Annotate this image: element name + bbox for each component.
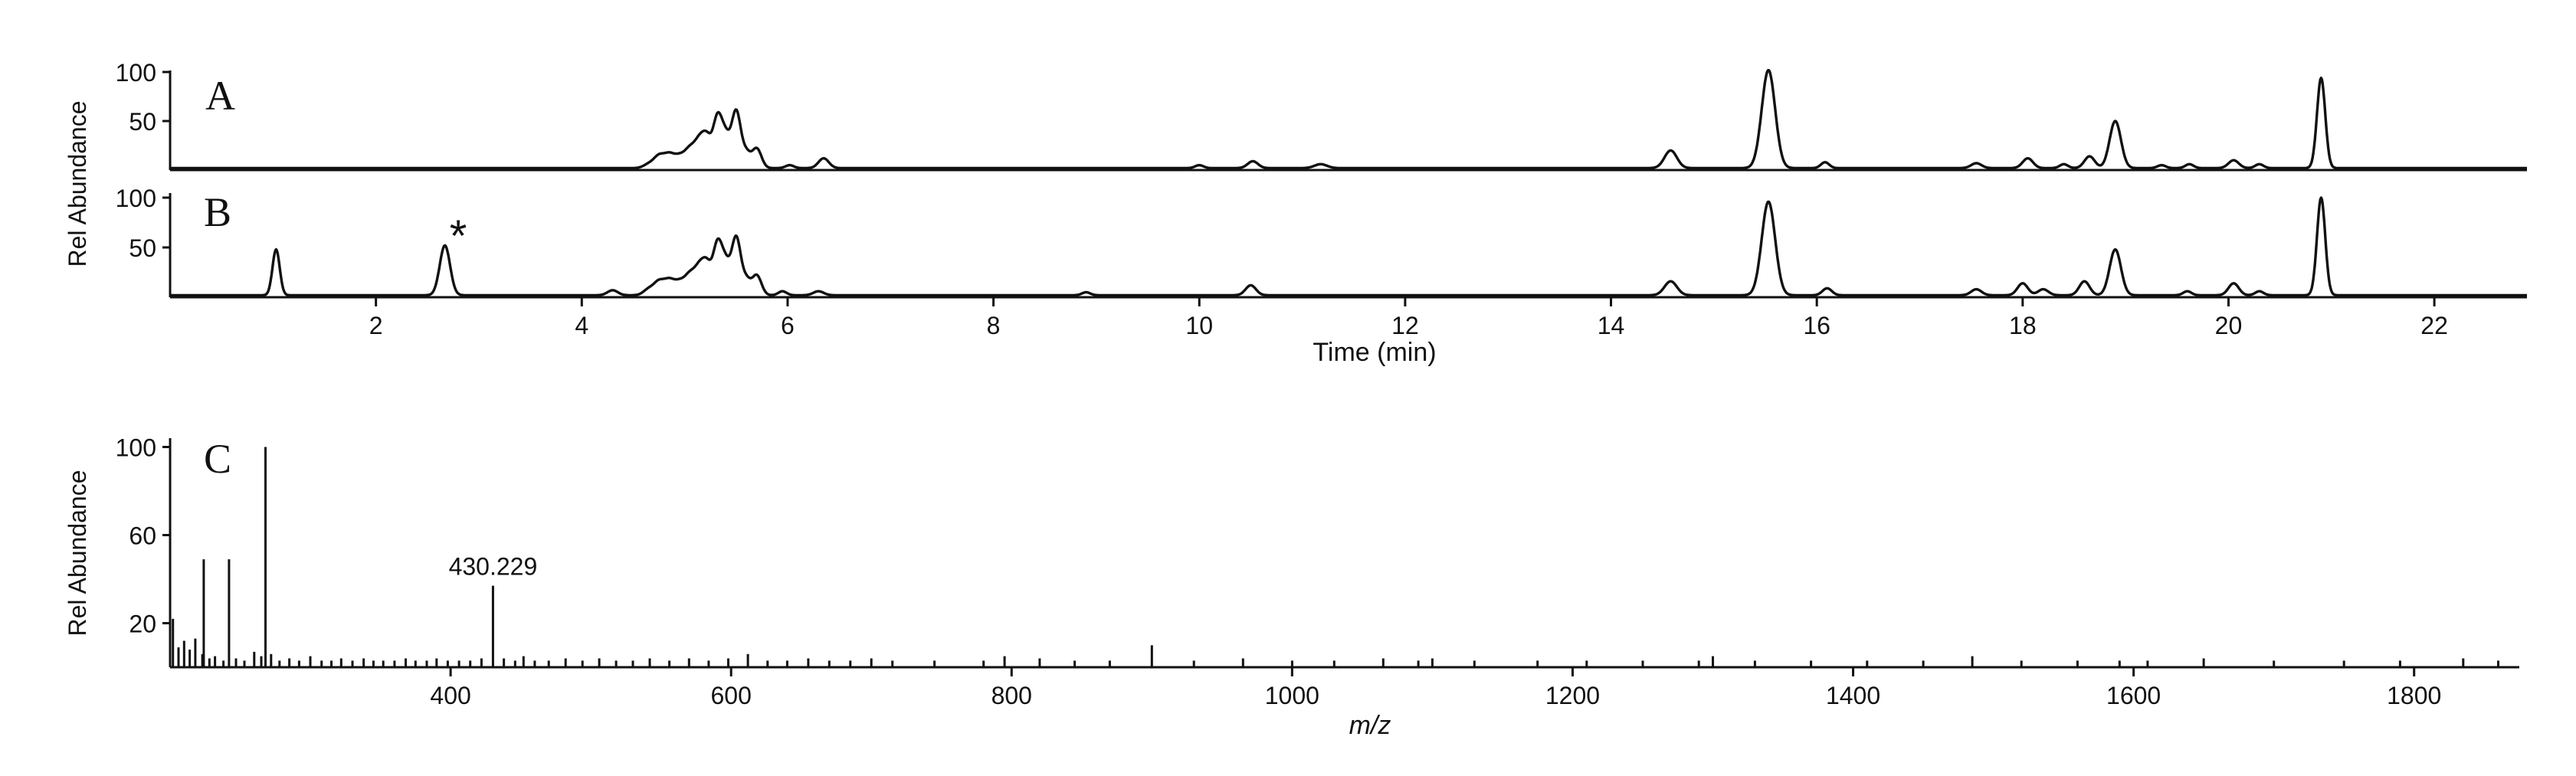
ab-y-axis-title: Rel Abundance	[64, 100, 91, 267]
panel-c-ytick-label-100: 100	[116, 434, 156, 462]
panel-a: A 100 50	[116, 59, 2528, 172]
panel-c-peak-label-430: 430.229	[449, 553, 538, 581]
panel-c-x-ticks: 400 600 800 1000 1200 1400 1600 1800	[430, 667, 2441, 709]
panel-b-ytick-label-50: 50	[129, 234, 156, 262]
panel-b-xtick-label-22: 22	[2420, 312, 2448, 339]
panel-b-ytick-label-100: 100	[116, 185, 156, 212]
panel-a-letter: A	[205, 73, 235, 119]
panel-c-xtick-label-1400: 1400	[1826, 682, 1880, 709]
panel-c-xtick-label-600: 600	[710, 682, 751, 709]
panel-b-xtick-label-2: 2	[369, 312, 383, 339]
panel-a-ytick-label-100: 100	[116, 59, 156, 87]
panel-b-xtick-label-16: 16	[1803, 312, 1830, 339]
panel-c-xtick-label-1600: 1600	[2106, 682, 2161, 709]
panel-a-ytick-label-50: 50	[129, 108, 156, 136]
panel-c-ytick-label-60: 60	[129, 522, 156, 550]
panel-b-xtick-label-18: 18	[2009, 312, 2037, 339]
panel-b-x-ticks: 2 4 6 8 10 12 14 16 18 20 22	[369, 297, 2448, 339]
panel-c-xtick-label-1000: 1000	[1265, 682, 1319, 709]
panel-b-xtick-label-6: 6	[781, 312, 795, 339]
panel-b-xtick-label-4: 4	[575, 312, 588, 339]
panel-b-xtick-label-20: 20	[2215, 312, 2243, 339]
c-y-axis-title: Rel Abundance	[64, 470, 91, 636]
panel-c-xtick-label-1200: 1200	[1545, 682, 1600, 709]
panel-b-letter: B	[204, 189, 231, 235]
panel-b-xtick-label-12: 12	[1391, 312, 1419, 339]
panel-b-asterisk: *	[450, 211, 467, 261]
panel-b-xtick-label-8: 8	[987, 312, 1001, 339]
panel-c-x-axis-title: m/z	[1349, 711, 1391, 740]
panel-b-x-axis-title: Time (min)	[1313, 338, 1436, 367]
panel-a-trace	[169, 69, 2528, 170]
panel-b-xtick-label-14: 14	[1598, 312, 1625, 339]
panel-c-y-ticks: 20 60 100	[116, 434, 170, 638]
panel-c-xtick-label-1800: 1800	[2387, 682, 2441, 709]
panel-b-trace	[169, 196, 2528, 297]
panel-c-xtick-label-800: 800	[991, 682, 1032, 709]
panel-b-xtick-label-10: 10	[1185, 312, 1213, 339]
panel-c-letter: C	[204, 436, 231, 482]
panel-c-xtick-label-400: 400	[430, 682, 470, 709]
panel-c-ytick-label-20: 20	[129, 611, 156, 638]
panel-b: B 100 50 * 2 4 6 8 10 12 14 16 18 20 22 Time (min)	[116, 185, 2528, 367]
